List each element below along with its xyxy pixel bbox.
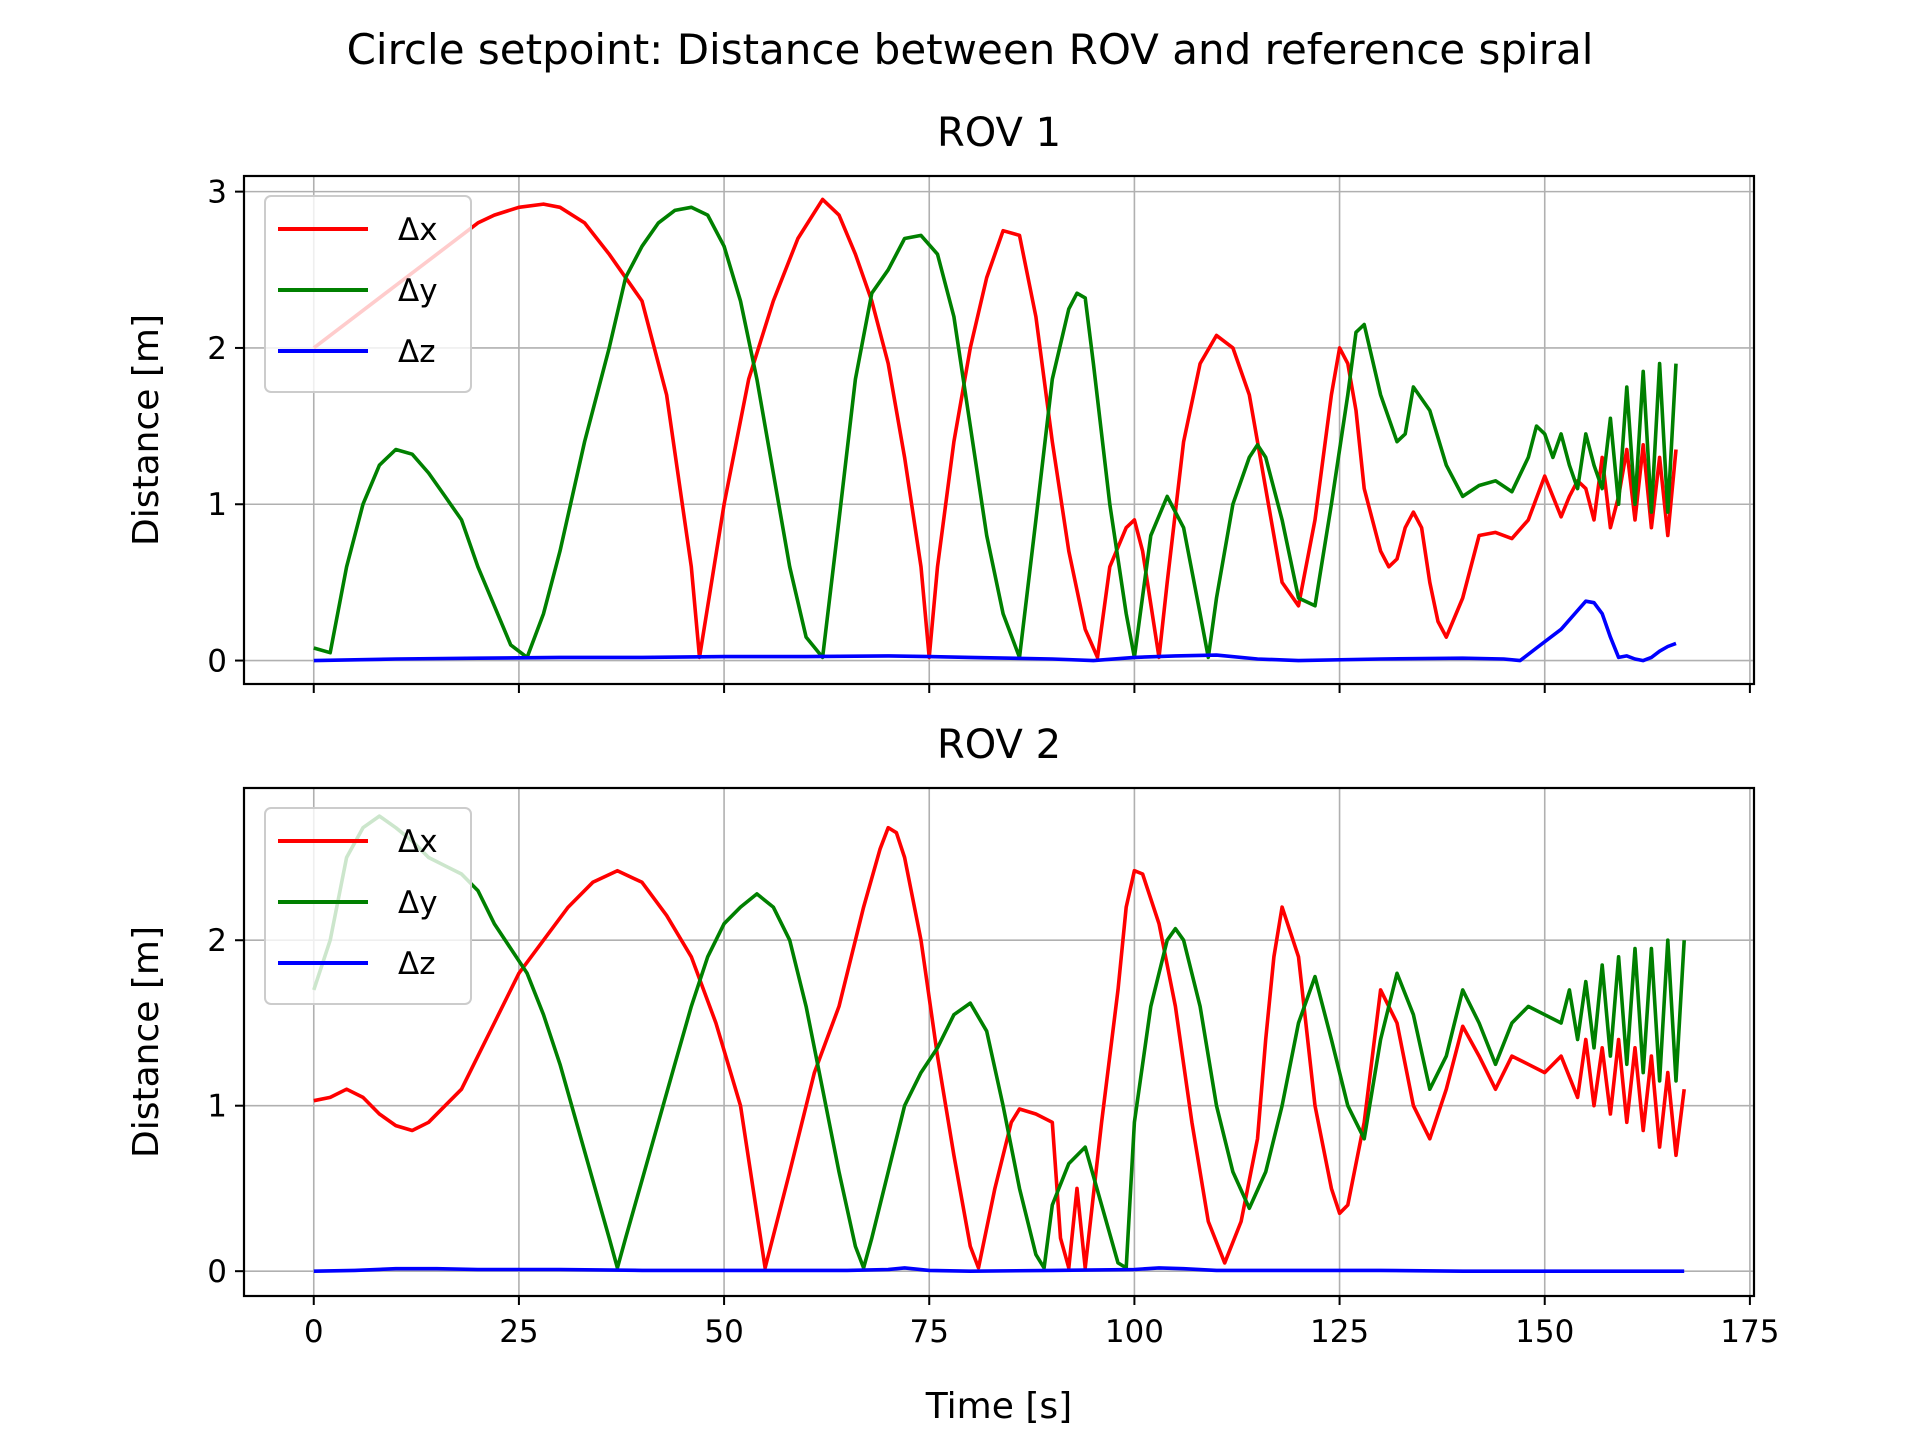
x-ticks-rov-2: 0 25 50 75 100 125 150 175 [304,1296,1779,1350]
y-tick-label: 2 [207,331,227,367]
y-tick-label: 2 [207,923,227,959]
x-tick-label: 150 [1515,1314,1574,1350]
series-line-dx-rov-2 [313,825,1686,1270]
x-tick-label: 100 [1105,1314,1164,1350]
legend-rov-2: Δx Δy Δz [264,807,472,1005]
x-tick-label: 50 [704,1314,743,1350]
axes-title-rov-1: ROV 1 [937,110,1061,156]
x-tick-label: 25 [499,1314,538,1350]
legend-label-dy-rov-2: Δy [398,885,438,921]
x-tick-label: 0 [304,1314,324,1350]
series-line-dz-rov-1 [313,599,1677,663]
x-tick-label: 125 [1310,1314,1369,1350]
axes-rov-1: 0 1 2 3 ROV 1 Distance [m] Δx Δy Δz [126,110,1756,693]
series-lines-rov-2 [312,814,1686,1273]
y-ticks-rov-1: 0 1 2 3 [207,175,244,680]
axes-title-rov-2: ROV 2 [937,722,1061,768]
legend-label-dy-rov-1: Δy [398,273,438,309]
y-axis-label-rov-1: Distance [m] [126,314,167,546]
legend-box-rov-1 [264,195,472,393]
y-tick-label: 3 [207,175,227,211]
plot-frame-rov-2 [242,786,1756,1298]
axes-rov-2: 0 25 50 75 100 125 150 175 0 1 2 ROV 2 Distance [… [126,722,1779,1427]
x-tick-label: 175 [1720,1314,1779,1350]
legend-label-dz-rov-2: Δz [398,946,435,982]
legend-label-dx-rov-2: Δx [398,824,438,860]
y-tick-label: 1 [207,487,227,523]
legend-rov-1: Δx Δy Δz [264,195,472,393]
x-axis-label-rov-2: Time [s] [925,1386,1072,1427]
legend-box-rov-2 [264,807,472,1005]
y-tick-label: 1 [207,1089,227,1125]
y-tick-label: 0 [207,1254,227,1290]
plot-frame-rov-1 [242,174,1756,686]
y-ticks-rov-2: 0 1 2 [207,923,244,1290]
series-line-dy-rov-2 [312,814,1686,1270]
series-line-dz-rov-2 [313,1266,1685,1273]
y-tick-label: 0 [207,644,227,680]
figure-title: Circle setpoint: Distance between ROV an… [347,25,1594,74]
x-tick-label: 75 [910,1314,949,1350]
legend-label-dx-rov-1: Δx [398,212,438,248]
y-axis-label-rov-2: Distance [m] [126,926,167,1158]
legend-label-dz-rov-1: Δz [398,334,435,370]
x-ticks-rov-1 [312,684,1751,693]
grid-rov-1 [244,176,1754,684]
series-lines-rov-1 [312,197,1678,663]
series-line-dy-rov-1 [313,205,1678,660]
